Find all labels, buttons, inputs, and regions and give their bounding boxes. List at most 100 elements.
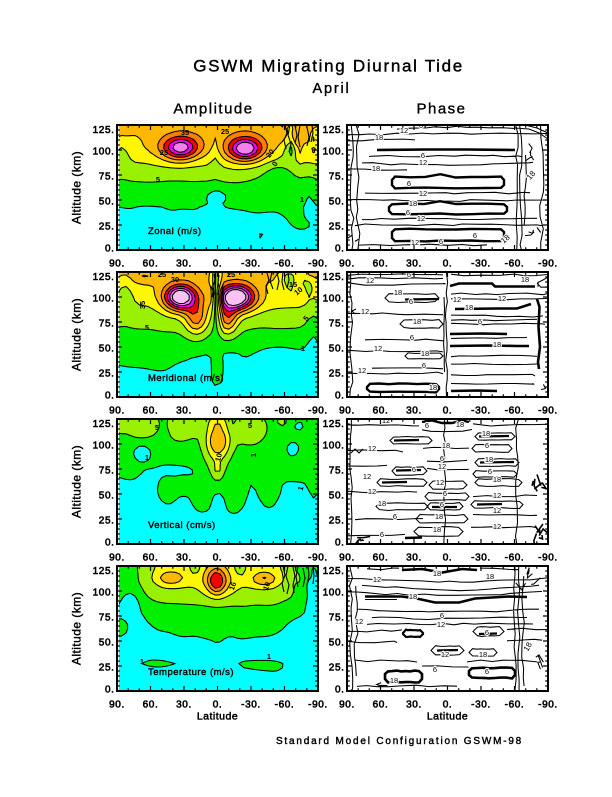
svg-text:75.: 75. — [99, 466, 115, 477]
svg-text:0.: 0. — [213, 552, 223, 563]
svg-text:6: 6 — [407, 270, 411, 279]
svg-text:0.: 0. — [335, 391, 345, 402]
svg-text:25: 25 — [227, 270, 235, 279]
svg-text:12: 12 — [419, 189, 427, 198]
svg-text:18: 18 — [465, 303, 473, 312]
svg-text:18: 18 — [482, 429, 490, 438]
svg-text:12: 12 — [355, 617, 363, 626]
svg-text:-90.: -90. — [308, 552, 328, 563]
svg-text:6: 6 — [439, 237, 443, 246]
svg-text:50.: 50. — [99, 197, 115, 208]
svg-text:18: 18 — [442, 441, 450, 450]
svg-text:12: 12 — [358, 366, 366, 375]
svg-text:75.: 75. — [329, 466, 345, 477]
svg-text:6: 6 — [410, 333, 414, 342]
svg-text:6: 6 — [380, 530, 384, 539]
svg-text:12: 12 — [373, 575, 381, 584]
svg-text:30.: 30. — [176, 552, 192, 563]
svg-text:12: 12 — [363, 472, 371, 481]
svg-text:60.: 60. — [143, 699, 159, 710]
svg-text:50.: 50. — [99, 491, 115, 502]
svg-text:Temperature (m/s): Temperature (m/s) — [148, 667, 234, 678]
svg-text:Latitude: Latitude — [427, 711, 468, 723]
svg-text:12: 12 — [438, 462, 446, 471]
svg-text:5: 5 — [301, 314, 311, 323]
svg-text:25.: 25. — [99, 369, 115, 380]
svg-text:1: 1 — [296, 485, 306, 491]
svg-text:25.: 25. — [329, 516, 345, 527]
svg-text:60.: 60. — [143, 405, 159, 416]
svg-text:-90.: -90. — [308, 405, 328, 416]
svg-text:-60.: -60. — [505, 405, 525, 416]
svg-text:-90.: -90. — [538, 258, 558, 269]
svg-text:12: 12 — [493, 491, 501, 500]
svg-text:35: 35 — [138, 301, 147, 309]
svg-text:1: 1 — [267, 652, 271, 661]
svg-text:50.: 50. — [329, 197, 345, 208]
svg-text:-30.: -30. — [471, 258, 491, 269]
svg-text:90.: 90. — [339, 552, 355, 563]
svg-text:125.: 125. — [93, 419, 115, 430]
svg-text:6: 6 — [485, 441, 489, 450]
svg-text:12: 12 — [366, 276, 374, 285]
svg-text:125.: 125. — [323, 419, 345, 430]
svg-text:30: 30 — [171, 275, 179, 284]
svg-text:18: 18 — [485, 455, 493, 464]
svg-text:0.: 0. — [105, 244, 115, 255]
svg-text:18: 18 — [375, 133, 383, 142]
svg-text:30.: 30. — [406, 258, 422, 269]
svg-text:18: 18 — [409, 199, 417, 208]
svg-text:100.: 100. — [93, 441, 115, 452]
svg-text:1: 1 — [249, 453, 258, 457]
svg-text:90.: 90. — [109, 699, 125, 710]
svg-text:25.: 25. — [99, 222, 115, 233]
svg-text:6: 6 — [485, 628, 489, 637]
svg-text:100.: 100. — [323, 441, 345, 452]
svg-text:60.: 60. — [373, 552, 389, 563]
svg-text:12: 12 — [382, 416, 390, 425]
svg-text:30.: 30. — [406, 699, 422, 710]
svg-text:18: 18 — [435, 512, 443, 521]
svg-text:100.: 100. — [323, 588, 345, 599]
svg-text:0.: 0. — [335, 685, 345, 696]
svg-text:75.: 75. — [99, 172, 115, 183]
svg-text:16: 16 — [227, 581, 238, 592]
svg-text:-90.: -90. — [308, 699, 328, 710]
svg-text:12: 12 — [368, 487, 376, 496]
svg-text:12: 12 — [400, 126, 408, 135]
svg-text:6: 6 — [412, 465, 416, 474]
svg-text:5: 5 — [248, 421, 252, 430]
svg-text:30.: 30. — [176, 258, 192, 269]
svg-text:1: 1 — [300, 195, 304, 204]
svg-text:12: 12 — [493, 522, 501, 531]
svg-text:30.: 30. — [176, 405, 192, 416]
svg-text:18: 18 — [521, 275, 529, 284]
svg-text:60.: 60. — [143, 258, 159, 269]
svg-text:-60.: -60. — [505, 699, 525, 710]
svg-text:0.: 0. — [213, 405, 223, 416]
svg-text:0.: 0. — [443, 552, 453, 563]
svg-text:-30.: -30. — [241, 405, 261, 416]
svg-text:12: 12 — [374, 344, 382, 353]
svg-text:Standard Model Configuration G: Standard Model Configuration GSWM-98 — [276, 736, 523, 747]
svg-text:18: 18 — [413, 317, 421, 326]
svg-text:10: 10 — [261, 581, 272, 592]
svg-text:90.: 90. — [109, 552, 125, 563]
svg-text:90.: 90. — [339, 405, 355, 416]
svg-text:Phase: Phase — [416, 101, 466, 118]
svg-text:18: 18 — [479, 650, 487, 659]
svg-text:30.: 30. — [406, 552, 422, 563]
svg-text:100.: 100. — [93, 294, 115, 305]
svg-text:18: 18 — [493, 475, 501, 484]
svg-text:15: 15 — [289, 280, 297, 289]
svg-text:6: 6 — [440, 500, 444, 509]
svg-text:90.: 90. — [109, 258, 125, 269]
svg-text:60.: 60. — [373, 699, 389, 710]
svg-text:6: 6 — [421, 151, 425, 160]
svg-text:6: 6 — [440, 611, 444, 620]
svg-text:-90.: -90. — [538, 405, 558, 416]
svg-text:Meridional (m/s): Meridional (m/s) — [148, 373, 224, 384]
svg-text:12: 12 — [417, 214, 425, 223]
svg-text:35: 35 — [181, 128, 189, 137]
svg-text:50.: 50. — [329, 491, 345, 502]
